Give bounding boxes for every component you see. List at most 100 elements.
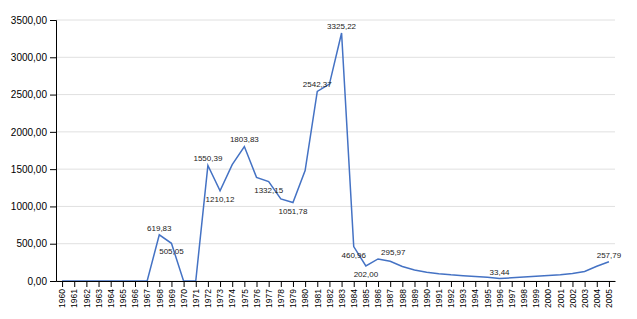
x-tick: 1996 [495,281,505,308]
tick-mark [548,281,549,287]
x-axis: 1960196119621963196419651966196719681969… [57,281,616,308]
grid-line [56,20,615,21]
annotation: 1803,83 [230,135,259,144]
x-tick: 1973 [215,281,225,308]
tick-label: 1972 [203,289,213,308]
tick-mark [159,281,160,287]
x-tick: 2005 [604,281,614,308]
tick-mark [50,95,56,96]
tick-mark [317,281,318,287]
annotation: 460,96 [341,251,366,260]
tick-label: 1975 [240,289,250,308]
grid-line [56,131,615,132]
tick-mark [366,281,367,287]
tick-mark [585,281,586,287]
annotations: 619,83505,051550,391210,121803,831332,15… [147,22,622,279]
tick-label: 1998 [519,289,529,308]
x-tick: 1968 [155,281,165,308]
tick-label: 1500,00 [11,164,48,175]
tick-label: 1979 [288,289,298,308]
y-tick: 1500,00 [11,164,56,175]
tick-mark [354,281,355,287]
x-tick: 1997 [507,281,517,308]
x-tick: 1982 [325,281,335,308]
tick-mark [135,281,136,287]
annotation: 619,83 [147,224,172,233]
tick-label: 2500,00 [11,89,48,100]
tick-mark [451,281,452,287]
x-tick: 1971 [191,281,201,308]
annotation: 3325,22 [327,22,356,31]
tick-mark [269,281,270,287]
tick-mark [402,281,403,287]
tick-mark [487,281,488,287]
tick-label: 1976 [252,289,262,308]
tick-label: 2000 [543,289,553,308]
y-tick: 2000,00 [11,127,56,138]
tick-label: 1964 [106,289,116,308]
x-tick: 1975 [240,281,250,308]
tick-mark [342,281,343,287]
tick-mark [512,281,513,287]
tick-mark [524,281,525,287]
axis-line [50,21,57,282]
tick-mark [171,281,172,287]
tick-label: 2004 [592,289,602,308]
grid-line [56,243,615,244]
tick-mark [99,281,100,287]
tick-mark [50,281,56,282]
x-tick: 2002 [568,281,578,308]
tick-label: 1965 [118,289,128,308]
annotation: 1051,78 [279,207,308,216]
x-tick: 2003 [580,281,590,308]
tick-label: 3500,00 [11,15,48,26]
x-tick: 1966 [130,281,140,308]
tick-label: 1995 [483,289,493,308]
tick-label: 1969 [167,289,177,308]
tick-label: 1974 [227,289,237,308]
x-tick: 1974 [227,281,237,308]
tick-label: 2001 [556,289,566,308]
tick-label: 1993 [458,289,468,308]
marks [62,33,609,281]
tick-label: 3000,00 [11,52,48,63]
annotation: 33,44 [490,268,511,277]
tick-mark [184,281,185,287]
grid-line [56,94,615,95]
tick-mark [244,281,245,287]
tick-label: 1968 [155,289,165,308]
tick-mark [123,281,124,287]
tick-label: 1987 [385,289,395,308]
tick-mark [257,281,258,287]
tick-label: 1990 [422,289,432,308]
tick-mark [378,281,379,287]
tick-label: 1973 [215,289,225,308]
tick-mark [609,281,610,287]
tick-label: 1971 [191,289,201,308]
tick-mark [390,281,391,287]
tick-mark [86,281,87,287]
tick-mark [500,281,501,287]
tick-label: 1000,00 [11,201,48,212]
tick-label: 1996 [495,289,505,308]
tick-mark [50,57,56,58]
tick-mark [50,244,56,245]
x-tick: 1960 [57,281,67,308]
tick-mark [293,281,294,287]
tick-mark [232,281,233,287]
tick-mark [281,281,282,287]
x-tick: 2001 [556,281,566,308]
tick-label: 1984 [349,289,359,308]
tick-label: 1980 [300,289,310,308]
tick-label: 1960 [57,289,67,308]
annotation: 202,00 [354,270,379,279]
tick-mark [414,281,415,287]
tick-label: 1981 [312,289,322,308]
tick-label: 0,00 [28,276,48,287]
x-tick: 1983 [337,281,347,308]
tick-mark [427,281,428,287]
x-tick: 1995 [483,281,493,308]
x-tick: 2000 [543,281,553,308]
x-tick: 1988 [398,281,408,308]
x-tick: 1977 [264,281,274,308]
